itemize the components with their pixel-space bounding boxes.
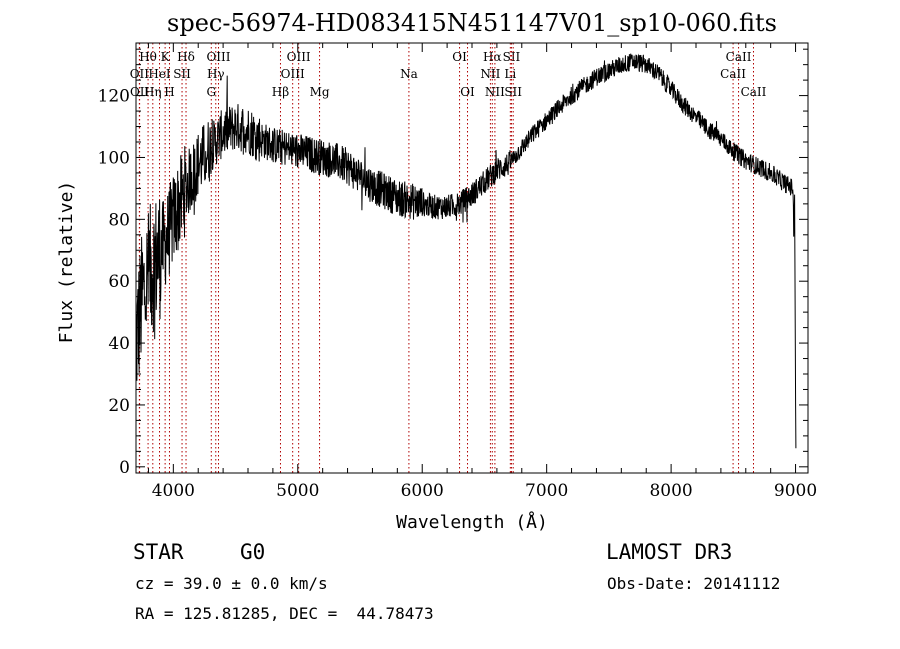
axis-ticks: 4000 5000 6000 7000 8000 9000 0 20 40 60 80 100 120: [98, 43, 817, 501]
line-marker-label: OI: [460, 85, 475, 99]
plot-frame: [135, 42, 809, 474]
line-marker-label: Na: [400, 67, 418, 81]
spectrum-series: [135, 53, 797, 449]
line-marker-label: OII: [130, 67, 150, 81]
x-axis-label: Wavelength (Å): [396, 511, 548, 533]
line-marker-label: Hθ: [139, 50, 157, 64]
line-marker-label: SII: [503, 50, 521, 64]
line-marker-label: HeI: [148, 67, 171, 81]
line-marker-label: NII: [485, 85, 505, 99]
x-tick-label: 4000: [152, 481, 195, 501]
coordinates: RA = 125.81285, DEC = 44.78473: [135, 604, 434, 623]
line-marker-label: CaII: [726, 50, 752, 64]
y-tick-label: 120: [98, 87, 130, 107]
chart-title: spec-56974-HD083415N451147V01_sp10-060.f…: [167, 9, 777, 37]
line-marker-label: OI: [452, 50, 467, 64]
spectrum-line: [135, 53, 797, 449]
line-marker-label: OIII: [287, 50, 311, 64]
line-marker-label: Hα: [483, 50, 502, 64]
y-tick-label: 60: [108, 272, 130, 292]
line-marker-label: OIII: [206, 50, 230, 64]
y-tick-label: 0: [119, 458, 130, 478]
observation-date: Obs-Date: 20141112: [607, 574, 781, 593]
object-class: STAR: [133, 540, 184, 564]
x-tick-label: 9000: [774, 481, 817, 501]
redshift-cz: cz = 39.0 ± 0.0 km/s: [135, 574, 328, 593]
line-marker-label: G: [206, 85, 216, 99]
line-marker-label: SII: [504, 85, 522, 99]
line-marker-label: Hβ: [272, 85, 289, 99]
line-marker-label: OIII: [281, 67, 305, 81]
x-tick-label: 5000: [276, 481, 319, 501]
line-marker-label: Li: [504, 67, 516, 81]
line-marker-label: Hη: [144, 85, 162, 99]
line-marker-label: Hδ: [177, 50, 195, 64]
x-tick-label: 6000: [401, 481, 444, 501]
x-tick-label: 8000: [649, 481, 692, 501]
line-marker-label: SII: [173, 67, 191, 81]
y-tick-label: 80: [108, 210, 130, 230]
line-marker-label: CaII: [741, 85, 767, 99]
object-subclass: G0: [240, 540, 266, 564]
line-marker-label: H: [164, 85, 174, 99]
y-tick-label: 40: [108, 334, 130, 354]
survey-name: LAMOST DR3: [606, 540, 733, 564]
y-tick-label: 20: [108, 396, 130, 416]
line-marker-label: NII: [480, 67, 500, 81]
line-marker-label: Mg: [310, 85, 330, 99]
x-tick-label: 7000: [525, 481, 568, 501]
line-marker-label: K: [161, 50, 171, 64]
line-marker-label: CaII: [720, 67, 746, 81]
y-tick-label: 100: [98, 148, 130, 168]
line-marker-label: Hγ: [207, 67, 225, 81]
y-axis-label: Flux (relative): [56, 181, 77, 344]
